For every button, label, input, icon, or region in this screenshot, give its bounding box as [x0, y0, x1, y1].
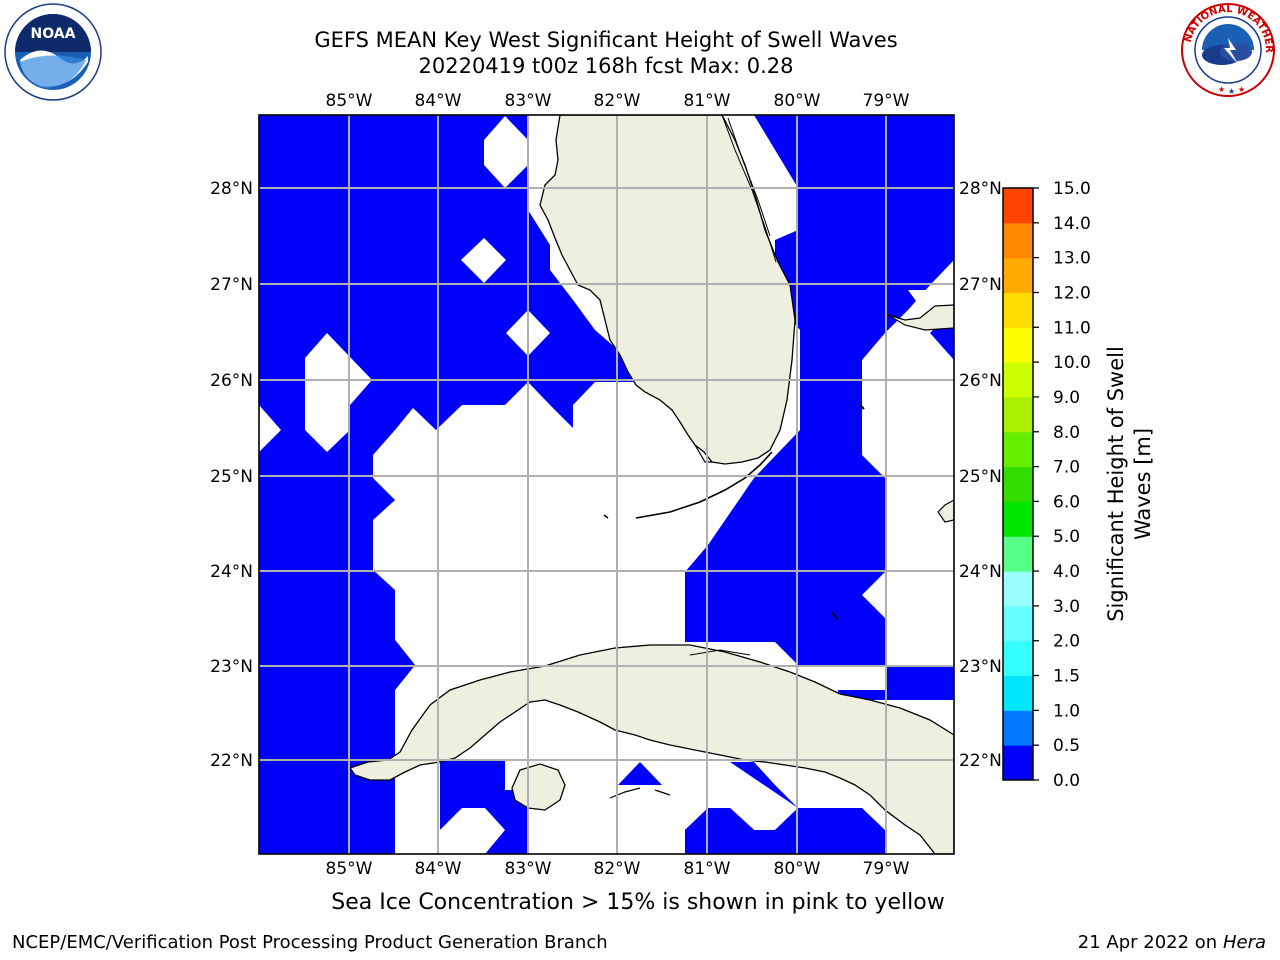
- isle-of-youth: [511, 763, 566, 811]
- lon-label-bottom: 81°W: [684, 859, 731, 879]
- lon-label-bottom: 80°W: [774, 859, 821, 879]
- lat-label-left: 27°N: [210, 275, 253, 295]
- colorbar-segment: [1003, 431, 1033, 468]
- chart-subtitle: 20220419 t00z 168h fcst Max: 0.28: [418, 54, 794, 78]
- lat-label-right: 24°N: [959, 562, 1002, 582]
- lat-label-left: 22°N: [210, 751, 253, 771]
- lon-label-top: 84°W: [415, 91, 462, 111]
- lat-label-right: 23°N: [959, 657, 1002, 677]
- colorbar-segment: [1003, 362, 1033, 398]
- footer-date: 21 Apr 2022 on Hera: [1078, 932, 1266, 953]
- lon-label-top: 82°W: [594, 91, 641, 111]
- colorbar-label-line2: Waves [m]: [1131, 428, 1155, 540]
- colorbar-label-line1: Significant Height of Swell: [1104, 346, 1128, 622]
- colorbar-segment: [1003, 292, 1033, 328]
- colorbar-segment: [1003, 571, 1033, 607]
- svg-text:★: ★: [1228, 87, 1235, 96]
- colorbar-segment: [1003, 222, 1033, 259]
- florida-land: [539, 115, 796, 465]
- lat-label-left: 28°N: [210, 179, 253, 199]
- lon-label-top: 81°W: [684, 91, 731, 111]
- colorbar-tick-label: 5.0: [1053, 527, 1080, 547]
- footer-host: Hera: [1222, 932, 1266, 953]
- colorbar-segment: [1003, 327, 1033, 363]
- colorbar-segment: [1003, 710, 1033, 746]
- chart-title: GEFS MEAN Key West Significant Height of…: [314, 28, 898, 52]
- svg-text:★: ★: [1238, 85, 1245, 94]
- colorbar-segment: [1003, 640, 1033, 677]
- colorbar-tick-label: 1.0: [1053, 701, 1080, 721]
- footer-date-text: 21 Apr 2022 on: [1077, 932, 1218, 953]
- cuba-land: [348, 644, 954, 854]
- colorbar-tick-label: 13.0: [1053, 249, 1091, 269]
- lat-label-left: 24°N: [210, 562, 253, 582]
- colorbar-tick-label: 8.0: [1053, 423, 1080, 443]
- colorbar: [1003, 188, 1033, 781]
- colorbar-tick-label: 14.0: [1053, 214, 1091, 234]
- lon-label-bottom: 79°W: [863, 859, 910, 879]
- colorbar-tick-label: 3.0: [1053, 597, 1080, 617]
- lon-label-bottom: 83°W: [505, 859, 552, 879]
- lat-label-right: 22°N: [959, 751, 1002, 771]
- colorbar-tick-label: 6.0: [1053, 492, 1080, 512]
- colorbar-tick-label: 1.5: [1053, 667, 1080, 687]
- florida-keys: [635, 451, 773, 519]
- colorbar-tick-label: 0.0: [1053, 771, 1080, 791]
- lat-label-right: 28°N: [959, 179, 1002, 199]
- map-field: [259, 115, 954, 854]
- graticule: [259, 115, 954, 854]
- colorbar-tick-label: 0.5: [1053, 736, 1080, 756]
- footer-credit: NCEP/EMC/Verification Post Processing Pr…: [12, 932, 608, 953]
- colorbar-segment: [1003, 536, 1033, 572]
- colorbar-frame: [1002, 187, 1034, 781]
- colorbar-tick-label: 11.0: [1053, 318, 1091, 338]
- map-frame: [258, 114, 955, 855]
- lon-label-top: 80°W: [774, 91, 821, 111]
- lat-label-left: 23°N: [210, 657, 253, 677]
- sea-ice-caption: Sea Ice Concentration > 15% is shown in …: [331, 890, 945, 915]
- colorbar-segment: [1003, 675, 1033, 711]
- lat-label-left: 25°N: [210, 467, 253, 487]
- colorbar-tick-label: 15.0: [1053, 179, 1091, 199]
- colorbar-segment: [1003, 605, 1033, 642]
- lon-label-top: 85°W: [326, 91, 373, 111]
- svg-text:★: ★: [1218, 85, 1225, 94]
- colorbar-tick-label: 7.0: [1053, 458, 1080, 478]
- colorbar-segment: [1003, 501, 1033, 537]
- colorbar-segment: [1003, 188, 1033, 224]
- colorbar-tick-label: 4.0: [1053, 562, 1080, 582]
- colorbar-segment: [1003, 257, 1033, 293]
- lon-label-bottom: 84°W: [415, 859, 462, 879]
- colorbar-tick-label: 9.0: [1053, 388, 1080, 408]
- lat-label-right: 27°N: [959, 275, 1002, 295]
- lon-label-top: 83°W: [505, 91, 552, 111]
- noaa-logo-icon: NOAA: [4, 3, 102, 101]
- nws-logo-icon: NATIONAL WEATHER SERVICE ★ ★ ★: [1176, 0, 1275, 97]
- colorbar-segment: [1003, 466, 1033, 502]
- lon-label-top: 79°W: [863, 91, 910, 111]
- colorbar-tick-label: 12.0: [1053, 283, 1091, 303]
- colorbar-ticks: 0.0 0.5 1.0 1.5 2.0 3.0 4.0 5.0 6.0 7.0 8.0 9.0 10.0…: [1033, 179, 1091, 791]
- colorbar-tick-label: 2.0: [1053, 632, 1080, 652]
- lat-label-right: 25°N: [959, 467, 1002, 487]
- colorbar-segment: [1003, 745, 1033, 781]
- lat-label-left: 26°N: [210, 371, 253, 391]
- lat-label-right: 26°N: [959, 371, 1002, 391]
- lon-label-bottom: 85°W: [326, 859, 373, 879]
- colorbar-segment: [1003, 396, 1033, 433]
- noaa-logo-text: NOAA: [31, 26, 76, 42]
- colorbar-tick-label: 10.0: [1053, 353, 1091, 373]
- lon-label-bottom: 82°W: [594, 859, 641, 879]
